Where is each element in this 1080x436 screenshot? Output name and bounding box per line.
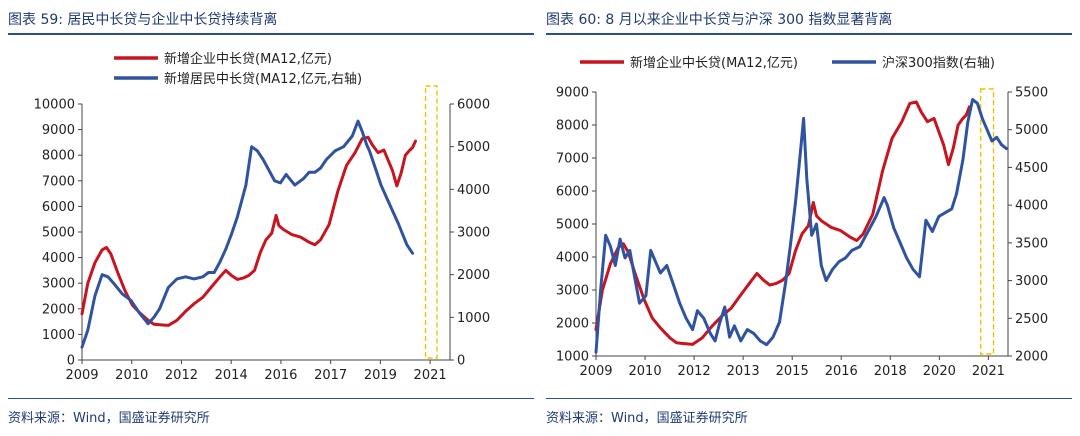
series-line-2 [594, 98, 1008, 354]
left-tick-label: 9000 [556, 86, 589, 101]
left-tick-label: 1000 [556, 350, 589, 365]
x-tick-label: 2012 [165, 368, 198, 383]
x-tick-label: 2019 [364, 368, 397, 383]
left-tick-label: 1000 [42, 328, 75, 343]
legend-label-1: 新增企业中长贷(MA12,亿元) [630, 55, 798, 71]
source-note: 资料来源：Wind，国盛证券研究所 [8, 411, 210, 426]
left-tick-label: 4000 [556, 251, 589, 266]
right-tick-label: 6000 [457, 98, 490, 113]
right-tick-label: 4000 [457, 183, 490, 198]
series-line-2 [80, 119, 415, 349]
series-line-1 [594, 100, 971, 346]
legend-label-2: 新增居民中长贷(MA12,亿元,右轴) [164, 71, 362, 87]
chart-panel-left: 图表 59: 居民中长贷与企业中长贷持续背离 0 1000 2000 3000 4000… [8, 0, 534, 436]
left-tick-label: 4000 [42, 251, 75, 266]
x-tick-label: 2015 [776, 364, 809, 379]
right-tick-label: 0 [457, 354, 465, 369]
x-tick-label: 2009 [65, 368, 98, 383]
source-divider [8, 398, 534, 399]
chart-right: 1000 2000 3000 4000 5000 6000 7000 8000 9000 2000… [556, 55, 1048, 379]
x-tick-label: 2010 [115, 368, 148, 383]
x-tick-label: 2021 [414, 368, 447, 383]
right-tick-label: 2500 [1015, 312, 1048, 327]
left-tick-label: 3000 [556, 284, 589, 299]
legend-label-1: 新增企业中长贷(MA12,亿元) [164, 51, 332, 67]
source-note: 资料来源：Wind，国盛证券研究所 [546, 411, 748, 426]
left-tick-label: 7000 [42, 174, 75, 189]
right-tick-label: 3000 [1015, 274, 1048, 289]
right-tick-label: 5500 [1015, 86, 1048, 101]
chart-left: 0 1000 2000 3000 4000 5000 6000 7000 8000 9000 100… [34, 51, 490, 383]
panel-title: 图表 59: 居民中长贷与企业中长贷持续背离 [8, 12, 278, 28]
left-tick-label: 6000 [42, 200, 75, 215]
legend-label-2: 沪深300指数(右轴) [882, 55, 995, 71]
right-tick-label: 5000 [457, 140, 490, 155]
x-tick-label: 2020 [923, 364, 956, 379]
right-tick-label: 3500 [1015, 236, 1048, 251]
right-tick-label: 4500 [1015, 161, 1048, 176]
left-tick-label: 6000 [556, 185, 589, 200]
left-tick-label: 2000 [556, 317, 589, 332]
left-tick-label: 5000 [556, 218, 589, 233]
x-tick-label: 2013 [727, 364, 760, 379]
x-tick-label: 2016 [825, 364, 858, 379]
x-tick-label: 2010 [629, 364, 662, 379]
x-tick-label: 2017 [314, 368, 347, 383]
right-tick-label: 1000 [457, 311, 490, 326]
right-tick-label: 2000 [1015, 350, 1048, 365]
left-tick-label: 8000 [556, 119, 589, 134]
x-tick-label: 2021 [972, 364, 1005, 379]
left-tick-label: 8000 [42, 149, 75, 164]
panel-title: 图表 60: 8 月以来企业中长贷与沪深 300 指数显著背离 [546, 12, 893, 28]
x-tick-label: 2012 [678, 364, 711, 379]
left-tick-label: 10000 [34, 98, 75, 113]
left-tick-label: 3000 [42, 277, 75, 292]
left-tick-label: 5000 [42, 226, 75, 241]
x-tick-label: 2016 [264, 368, 297, 383]
x-tick-label: 2018 [874, 364, 907, 379]
left-tick-label: 0 [67, 354, 75, 369]
title-divider [546, 33, 1072, 35]
left-tick-label: 2000 [42, 302, 75, 317]
left-tick-label: 9000 [42, 123, 75, 138]
right-tick-label: 4000 [1015, 199, 1048, 214]
source-divider [546, 398, 1072, 399]
chart-panel-right: 图表 60: 8 月以来企业中长贷与沪深 300 指数显著背离 1000 2000… [546, 0, 1072, 436]
right-tick-label: 2000 [457, 268, 490, 283]
highlight-box [979, 88, 995, 355]
right-tick-label: 5000 [1015, 123, 1048, 138]
x-tick-label: 2009 [579, 364, 612, 379]
right-tick-label: 3000 [457, 226, 490, 241]
x-tick-label: 2014 [215, 368, 248, 383]
title-divider [8, 33, 534, 35]
highlight-box [424, 85, 438, 359]
left-tick-label: 7000 [556, 152, 589, 167]
